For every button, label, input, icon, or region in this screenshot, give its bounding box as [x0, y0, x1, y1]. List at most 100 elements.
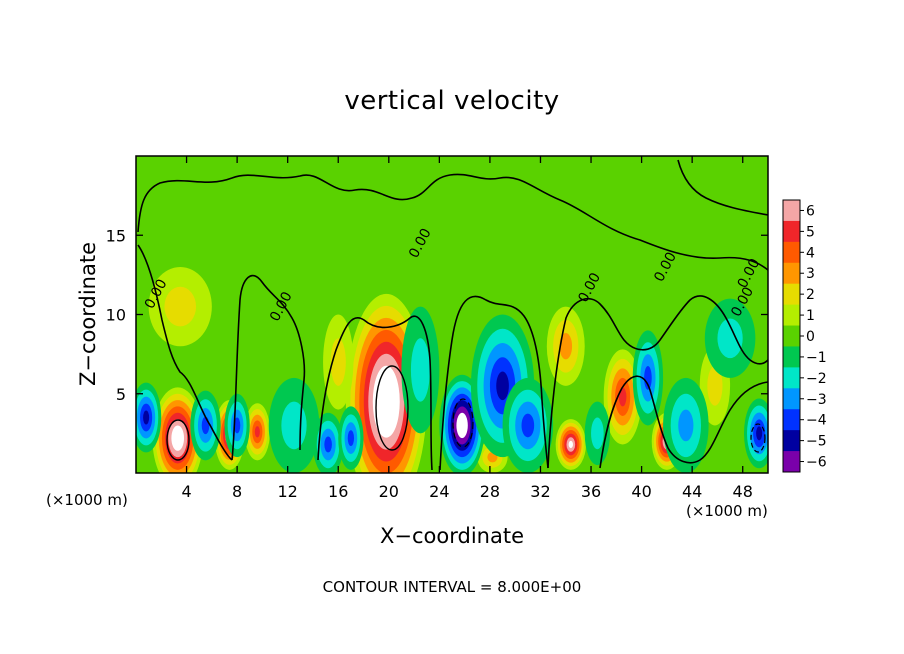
x-unit-left: (×1000 m) — [46, 491, 128, 509]
field-level — [717, 318, 743, 359]
x-tick-label: 36 — [581, 482, 601, 501]
colorbar-label: −4 — [806, 413, 827, 429]
x-tick-label: 12 — [278, 482, 298, 501]
field-level — [164, 286, 197, 327]
field-feature — [148, 266, 212, 347]
field-level — [568, 440, 573, 449]
field-level — [559, 332, 573, 360]
colorbar-label: −6 — [806, 455, 827, 471]
x-tick-label: 40 — [631, 482, 651, 501]
field-feature — [546, 306, 585, 386]
y-tick-label: 10 — [106, 306, 126, 325]
zero-contour-upper — [137, 173, 768, 271]
field-level — [347, 430, 355, 447]
field-feature — [268, 377, 320, 473]
field-feature — [190, 390, 221, 461]
colorbar-label: −1 — [806, 350, 827, 366]
colorbar-label: 0 — [806, 329, 815, 345]
colorbar-swatch — [783, 304, 800, 327]
chart-title: vertical velocity — [344, 86, 560, 116]
field-level — [678, 409, 694, 442]
field-feature — [136, 382, 162, 453]
field-level — [330, 338, 346, 386]
zero-contour-right-mid — [547, 295, 768, 469]
colorbar-swatch — [783, 200, 800, 222]
x-unit-right: (×1000 m) — [686, 502, 768, 520]
x-axis-ticks: 4 8 12 16 20 24 28 32 36 40 44 48 — [181, 156, 753, 501]
field-feature — [401, 306, 440, 434]
x-axis-label: X−coordinate — [380, 524, 524, 548]
zero-contour-right-top — [677, 159, 768, 216]
colorbar-label: 6 — [806, 203, 815, 219]
colorbar-label: 2 — [806, 287, 815, 303]
field-feature — [323, 314, 354, 410]
colorbar-swatch — [783, 367, 800, 389]
field-level — [281, 401, 307, 450]
colorbar-swatch — [783, 241, 800, 264]
colorbar-swatch — [783, 262, 800, 285]
zero-contour-mid-left — [231, 274, 306, 461]
field-level — [324, 436, 332, 453]
colorbar-label: 1 — [806, 308, 815, 324]
colorbar-label: −3 — [806, 392, 827, 408]
colorbar-swatch — [783, 220, 800, 243]
field-feature — [244, 403, 270, 461]
zero-contours — [137, 159, 768, 471]
y-tick-label: 5 — [116, 385, 126, 404]
colorbar-label: 3 — [806, 266, 815, 282]
colorbar: 6 5 4 3 2 1 0 −1 −2 −3 −4 −5 −6 — [782, 199, 827, 473]
field-level — [496, 371, 509, 401]
field-feature — [632, 330, 664, 426]
colorbar-label: 5 — [806, 224, 815, 240]
field-level — [707, 366, 723, 406]
colorbar-label: −5 — [806, 434, 827, 450]
field-level — [756, 426, 763, 441]
y-axis-ticks: 5 10 15 — [106, 226, 768, 404]
field-feature — [224, 393, 250, 458]
field-level — [591, 417, 604, 450]
zero-contour-bottom-right — [599, 375, 768, 469]
closed-contour-1 — [166, 419, 190, 461]
x-tick-label: 4 — [181, 482, 191, 501]
x-tick-label: 28 — [480, 482, 500, 501]
y-tick-label: 15 — [106, 226, 126, 245]
colorbar-swatch — [783, 346, 800, 368]
zero-contour-mid — [317, 315, 433, 471]
x-tick-label: 8 — [232, 482, 242, 501]
field-level — [174, 431, 181, 445]
field-level — [644, 366, 652, 390]
field-feature — [338, 406, 364, 470]
field-level — [521, 413, 535, 438]
colorbar-label: −2 — [806, 371, 827, 387]
field-level — [143, 410, 150, 425]
x-tick-label: 16 — [328, 482, 348, 501]
y-axis-label: Z−coordinate — [76, 242, 100, 386]
closed-contour-2 — [375, 365, 409, 451]
x-tick-label: 48 — [733, 482, 753, 501]
colorbar-swatch — [783, 409, 800, 431]
field-feature — [312, 412, 344, 473]
field-feature — [704, 298, 756, 378]
zero-contour-center — [439, 295, 549, 471]
field-feature — [555, 419, 586, 470]
x-tick-label: 32 — [530, 482, 550, 501]
field-level — [254, 426, 260, 438]
dashed-contour-1 — [452, 398, 474, 448]
field-feature — [743, 398, 768, 469]
contour-interval: CONTOUR INTERVAL = 8.000E+00 — [322, 578, 582, 596]
colorbar-swatch — [783, 430, 800, 452]
x-tick-label: 44 — [682, 482, 702, 501]
dashed-contour-2 — [750, 423, 766, 453]
field-level — [410, 338, 430, 402]
field-level — [233, 417, 241, 434]
colorbar-swatch — [783, 451, 800, 473]
x-tick-label: 24 — [429, 482, 449, 501]
field-feature — [502, 377, 554, 473]
field-level — [381, 389, 391, 414]
colorbar-label: 4 — [806, 245, 815, 261]
zero-contour-left — [137, 244, 233, 461]
field-feature — [663, 377, 709, 473]
colorbar-swatch — [783, 283, 800, 306]
field-level — [201, 416, 210, 435]
